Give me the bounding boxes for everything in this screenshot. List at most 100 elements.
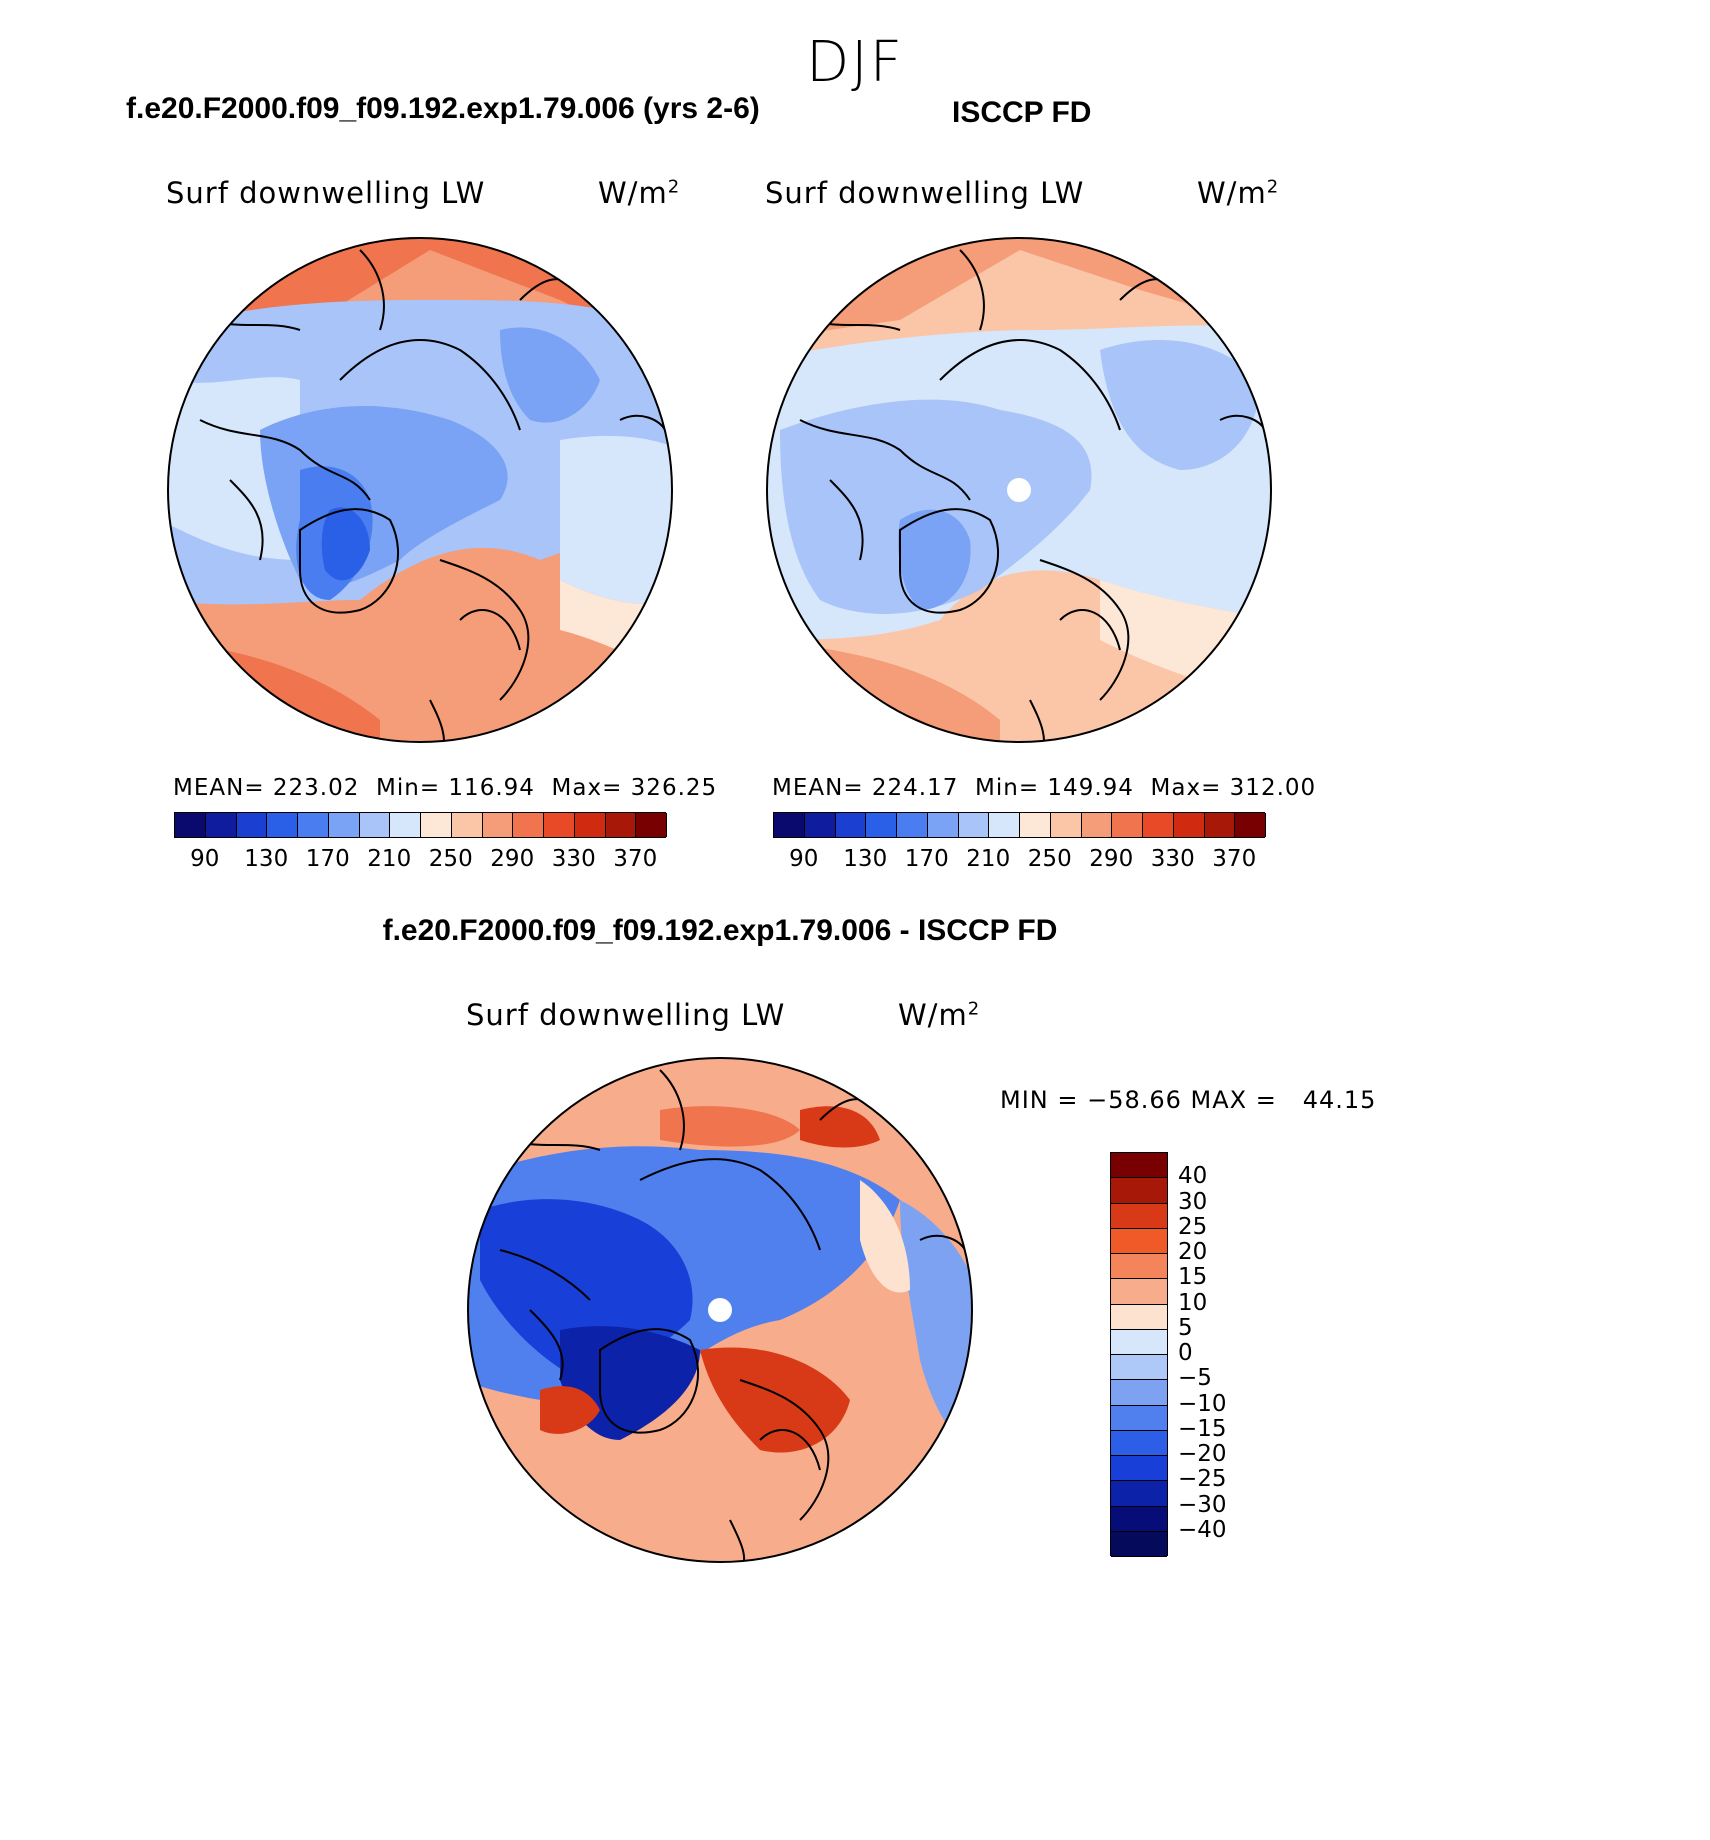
model-colorbar-tick-label: 210 (367, 846, 412, 872)
model-colorbar (174, 812, 667, 838)
model-colorbar-tick-label: 130 (244, 846, 289, 872)
obs-units-label: W/m2 (1197, 176, 1280, 210)
model-colorbar-swatch (544, 813, 575, 837)
obs-colorbar-ticks: 90 130 170 210 250 290 330 370 (773, 846, 1265, 874)
obs-colorbar-swatch (835, 813, 867, 837)
diff-colorbar-tick-label: −20 (1178, 1441, 1227, 1467)
diff-colorbar-swatch (1111, 1203, 1167, 1229)
obs-colorbar-swatch (1020, 813, 1051, 837)
diff-colorbar-swatch (1111, 1405, 1167, 1431)
model-colorbar-tick-label: 250 (428, 846, 473, 872)
model-variable-label: Surf downwelling LW (166, 176, 486, 210)
obs-colorbar-tick-label: 170 (904, 846, 949, 872)
obs-colorbar-swatch (1112, 813, 1143, 837)
model-units-label: W/m2 (598, 176, 681, 210)
diff-units-label: W/m2 (898, 998, 981, 1032)
model-colorbar-swatch (205, 813, 237, 837)
diff-panel-title: f.e20.F2000.f09_f09.192.exp1.79.006 - IS… (382, 914, 1058, 947)
model-colorbar-swatch (513, 813, 544, 837)
diff-colorbar-tick-label: 20 (1178, 1239, 1208, 1265)
diff-colorbar-tick-label: −25 (1178, 1466, 1227, 1493)
model-colorbar-swatch (390, 813, 421, 837)
diff-colorbar-swatch (1111, 1380, 1167, 1406)
model-stats: MEAN= 223.02 Min= 116.94 Max= 326.25 (173, 775, 718, 801)
obs-colorbar-swatch (1173, 813, 1205, 837)
diff-colorbar-tick-label: 10 (1178, 1289, 1208, 1316)
diff-colorbar-swatch (1111, 1355, 1167, 1381)
diff-colorbar-swatch (1111, 1506, 1167, 1532)
diff-colorbar-swatch (1111, 1456, 1167, 1482)
diff-colorbar-tick-label: 40 (1178, 1163, 1208, 1190)
diff-colorbar-swatch (1111, 1304, 1167, 1330)
obs-colorbar-swatch (1143, 813, 1174, 837)
obs-panel-title: ISCCP FD (952, 96, 1092, 129)
diff-colorbar-swatch (1111, 1430, 1167, 1456)
diff-colorbar-tick-label: 25 (1178, 1213, 1208, 1240)
model-colorbar-swatch (605, 813, 637, 837)
diff-colorbar-swatch (1111, 1531, 1167, 1557)
obs-colorbar-tick-label: 210 (966, 846, 1011, 872)
diff-colorbar-tick-label: −30 (1178, 1491, 1227, 1518)
obs-colorbar-swatch (804, 813, 836, 837)
diff-colorbar-tick-label: 30 (1178, 1188, 1208, 1215)
diff-polar-map (468, 1058, 972, 1562)
obs-colorbar-swatch (866, 813, 897, 837)
model-colorbar-tick-label: 330 (551, 846, 596, 872)
model-colorbar-swatch (328, 813, 360, 837)
diff-colorbar-swatch (1111, 1329, 1167, 1355)
diff-variable-label: Surf downwelling LW (466, 998, 786, 1032)
diff-colorbar-tick-label: 0 (1178, 1340, 1193, 1366)
obs-variable-label: Surf downwelling LW (765, 176, 1085, 210)
model-colorbar-swatch (359, 813, 391, 837)
obs-colorbar-swatch (774, 813, 805, 837)
model-colorbar-tick-label: 290 (490, 846, 535, 872)
model-colorbar-swatch (451, 813, 483, 837)
obs-stats: MEAN= 224.17 Min= 149.94 Max= 312.00 (772, 775, 1317, 801)
obs-colorbar-swatch (958, 813, 990, 837)
model-colorbar-ticks: 90 130 170 210 250 290 330 370 (174, 846, 666, 874)
obs-colorbar-swatch (1050, 813, 1082, 837)
model-panel-title: f.e20.F2000.f09_f09.192.exp1.79.006 (yrs… (126, 92, 760, 125)
model-colorbar-swatch (267, 813, 298, 837)
model-colorbar-swatch (574, 813, 606, 837)
obs-colorbar-swatch (1204, 813, 1236, 837)
diff-colorbar-swatch (1111, 1153, 1167, 1179)
diff-colorbar-swatch (1111, 1254, 1167, 1280)
diff-colorbar-tick-label: 5 (1178, 1314, 1193, 1341)
diff-colorbar-swatch (1111, 1481, 1167, 1507)
season-title: DJF (806, 30, 904, 95)
model-colorbar-swatch (636, 813, 667, 837)
diff-colorbar-tick-label: −15 (1178, 1415, 1227, 1442)
model-colorbar-tick-label: 90 (190, 846, 220, 872)
obs-colorbar-swatch (897, 813, 928, 837)
model-colorbar-tick-label: 170 (305, 846, 350, 872)
diff-colorbar-swatch (1111, 1279, 1167, 1305)
model-colorbar-swatch (175, 813, 206, 837)
obs-colorbar (773, 812, 1266, 838)
obs-colorbar-tick-label: 130 (843, 846, 888, 872)
obs-colorbar-swatch (927, 813, 959, 837)
model-polar-map (168, 238, 672, 742)
diff-colorbar-swatch (1111, 1178, 1167, 1204)
model-colorbar-swatch (482, 813, 514, 837)
diff-colorbar-tick-label: −5 (1178, 1365, 1212, 1392)
diff-colorbar-ticks: 40 30 25 20 15 10 5 0 −5 −10 −15 −20 −25 −30 −40 (1178, 1152, 1258, 1556)
obs-colorbar-tick-label: 290 (1089, 846, 1134, 872)
model-colorbar-swatch (236, 813, 268, 837)
obs-colorbar-tick-label: 330 (1150, 846, 1195, 872)
obs-colorbar-tick-label: 90 (789, 846, 819, 872)
diff-colorbar-tick-label: −10 (1178, 1390, 1227, 1417)
obs-colorbar-swatch (1235, 813, 1266, 837)
diff-colorbar-tick-label: −40 (1178, 1516, 1227, 1543)
model-colorbar-swatch (421, 813, 452, 837)
obs-colorbar-tick-label: 370 (1212, 846, 1257, 872)
diff-colorbar-swatch (1111, 1228, 1167, 1254)
model-colorbar-tick-label: 370 (613, 846, 658, 872)
diff-colorbar-tick-label: 15 (1178, 1264, 1208, 1291)
model-colorbar-swatch (298, 813, 329, 837)
diff-stats: MIN = −58.66 MAX = 44.15 (1000, 1086, 1377, 1114)
obs-colorbar-tick-label: 250 (1027, 846, 1072, 872)
diff-colorbar (1110, 1152, 1168, 1557)
obs-colorbar-swatch (1081, 813, 1113, 837)
